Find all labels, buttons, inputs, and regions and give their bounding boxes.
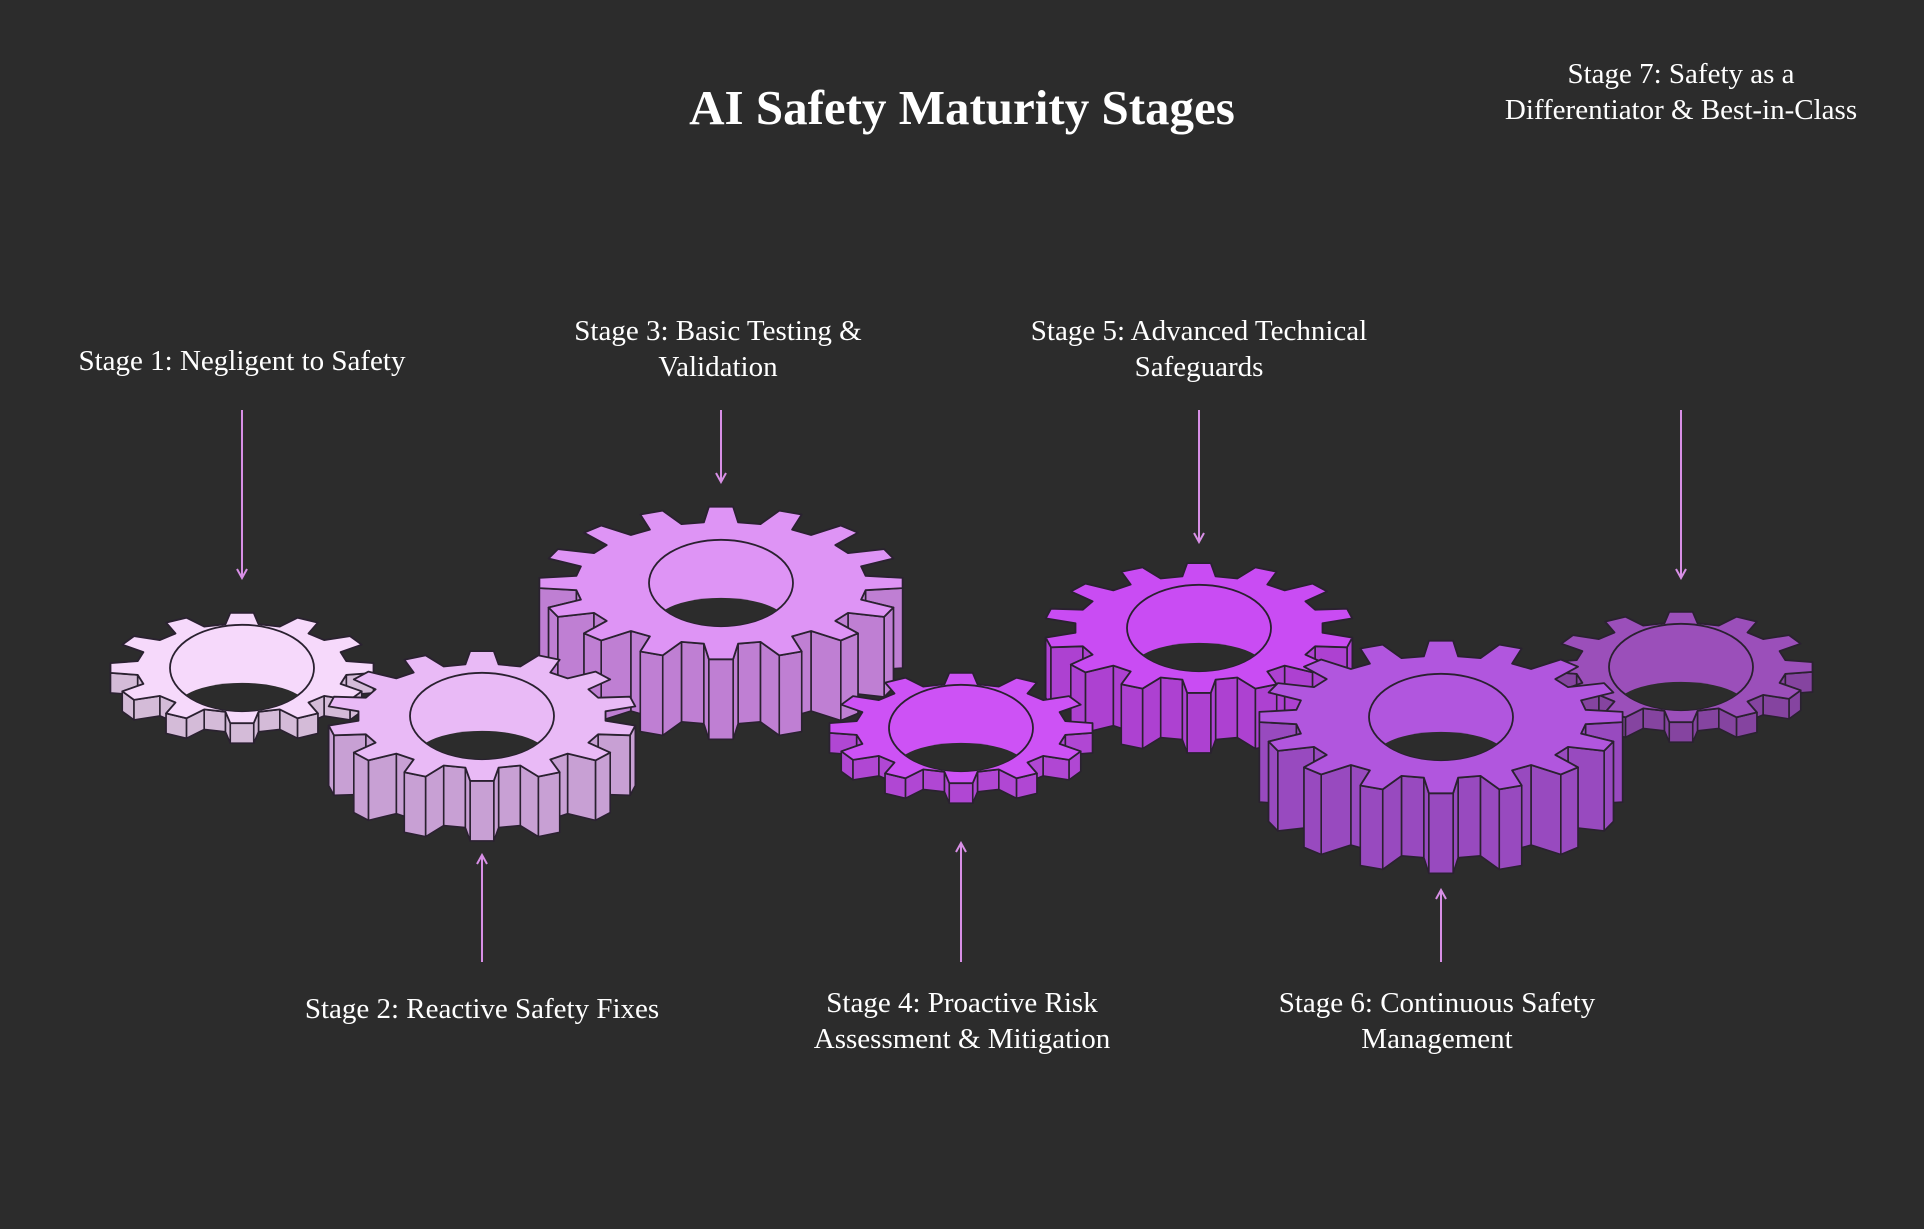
page-title: AI Safety Maturity Stages xyxy=(689,80,1235,135)
gear-side-face xyxy=(922,768,946,793)
gear-side-face xyxy=(1236,676,1257,750)
stage-5-label-line1: Stage 5: Advanced Technical xyxy=(1030,315,1368,347)
stage-3-label-line2: Validation xyxy=(658,351,778,383)
gear-side-face xyxy=(469,780,495,842)
stage-7-label-line1: Stage 7: Safety as a xyxy=(1567,58,1795,90)
gear-2-hole-shadow xyxy=(425,730,539,759)
gear-side-face xyxy=(1668,721,1694,744)
gear-side-face xyxy=(1642,707,1666,732)
gear-7-hole-shadow xyxy=(1624,681,1738,710)
gear-side-face xyxy=(1530,764,1562,856)
stage-6-label-line1: Stage 6: Continuous Safety xyxy=(1278,987,1596,1019)
gear-side-face xyxy=(680,641,705,725)
gear-3-hole-shadow xyxy=(664,597,778,626)
gear-side-face xyxy=(1159,676,1184,741)
gear-side-face xyxy=(759,641,781,737)
stage-3-label: Stage 3: Basic Testing & Validation xyxy=(574,313,861,385)
gear-side-face xyxy=(229,722,255,745)
stage-4-label-line2: Assessment & Mitigation xyxy=(813,1023,1111,1055)
gear-1 xyxy=(109,611,375,745)
stage-2-label-line1: Stage 2: Reactive Safety Fixes xyxy=(304,993,660,1025)
gear-side-face xyxy=(1320,764,1352,856)
gear-side-face xyxy=(708,658,734,741)
gear-side-face xyxy=(1428,792,1454,875)
gear-side-face xyxy=(203,708,227,733)
gear-side-face xyxy=(424,764,445,838)
stage-3-label-line1: Stage 3: Basic Testing & xyxy=(574,315,862,347)
arrows-group xyxy=(242,410,1681,962)
gear-side-face xyxy=(639,650,664,737)
gear-side-face xyxy=(1381,775,1403,871)
stage-1-label-line1: Stage 1: Negligent to Safety xyxy=(78,345,406,377)
gear-side-face xyxy=(1603,740,1615,832)
gear-side-face xyxy=(1498,784,1523,871)
gear-1-hole-shadow xyxy=(185,682,299,711)
gear-side-face xyxy=(661,641,683,737)
stage-5-label: Stage 5: Advanced Technical Safeguards xyxy=(1031,313,1367,385)
gear-side-face xyxy=(737,641,762,725)
gear-side-face xyxy=(1303,766,1322,856)
gear-side-face xyxy=(257,708,281,733)
gear-side-face xyxy=(810,630,842,722)
gear-5 xyxy=(1044,562,1354,754)
gear-side-face xyxy=(1120,683,1144,750)
gear-4-side xyxy=(828,722,1094,805)
stage-4-label-line1: Stage 4: Proactive Risk xyxy=(826,987,1098,1019)
gear-side-face xyxy=(1696,707,1720,732)
gear-4-hole-shadow xyxy=(904,742,1018,771)
gear-side-face xyxy=(1141,676,1162,750)
gear-side-face xyxy=(367,752,398,822)
gear-side-face xyxy=(403,771,427,838)
gear-side-face xyxy=(1457,775,1482,859)
stage-6-label-line2: Management xyxy=(1361,1023,1513,1055)
gear-4 xyxy=(828,671,1094,805)
gear-side-face xyxy=(1479,775,1501,871)
stage-5-label-line2: Safeguards xyxy=(1134,351,1264,383)
stage-2-label: Stage 2: Reactive Safety Fixes xyxy=(305,991,659,1027)
gear-side-face xyxy=(1560,766,1579,856)
stage-7-label-line2: Differentiator & Best-in-Class xyxy=(1504,94,1858,126)
gears-group xyxy=(109,505,1814,875)
gear-side-face xyxy=(442,764,467,829)
gear-6 xyxy=(1258,639,1624,875)
gear-side-face xyxy=(594,751,611,822)
stage-1-label: Stage 1: Negligent to Safety xyxy=(79,343,406,379)
gear-side-face xyxy=(566,752,597,822)
gear-side-face xyxy=(497,764,522,829)
gear-side-face xyxy=(1267,740,1279,832)
gear-side-face xyxy=(537,771,561,838)
gear-side-face xyxy=(948,782,974,805)
gear-side-face xyxy=(519,764,540,838)
stage-6-label: Stage 6: Continuous Safety Management xyxy=(1279,985,1596,1057)
gear-5-hole-shadow xyxy=(1142,642,1256,671)
gear-side-face xyxy=(1186,692,1212,754)
gear-2 xyxy=(327,650,637,842)
gear-side-face xyxy=(1214,676,1239,741)
gear-6-hole-shadow xyxy=(1384,731,1498,760)
gear-side-face xyxy=(1359,784,1384,871)
gear-6-side xyxy=(1258,711,1624,875)
stage-7-label: Stage 7: Safety as a Differentiator & Be… xyxy=(1505,56,1857,128)
gear-side-face xyxy=(778,650,803,737)
gear-side-face xyxy=(353,751,370,822)
gear-side-face xyxy=(976,768,1000,793)
gear-side-face xyxy=(1400,775,1425,859)
stage-4-label: Stage 4: Proactive Risk Assessment & Mit… xyxy=(814,985,1110,1057)
gear-7 xyxy=(1548,610,1814,744)
